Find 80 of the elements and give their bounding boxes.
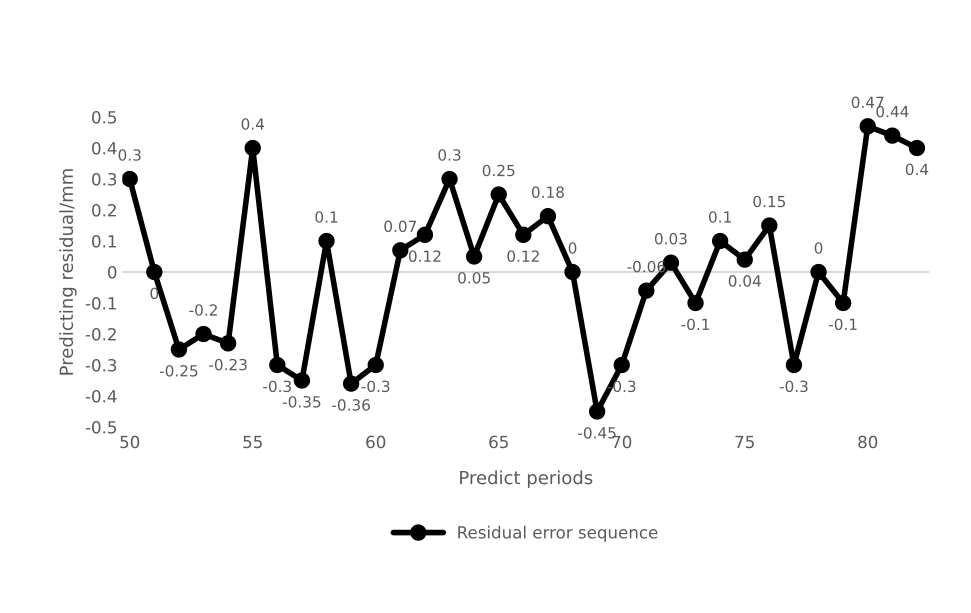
y-tick-label: 0.1 bbox=[92, 234, 116, 248]
point bbox=[515, 226, 532, 243]
x-tick-label: 80 bbox=[858, 436, 878, 448]
point bbox=[269, 356, 286, 374]
data-label: -0.25 bbox=[160, 365, 198, 377]
y-tick-label: 0.4 bbox=[92, 142, 117, 155]
point bbox=[195, 326, 212, 342]
point bbox=[614, 356, 630, 374]
point bbox=[368, 356, 384, 374]
data-label: 0.07 bbox=[384, 220, 416, 232]
x-tick-label: 50 bbox=[120, 436, 140, 448]
data-label: 0 bbox=[814, 242, 822, 254]
data-label: 0.18 bbox=[532, 186, 564, 198]
y-axis-title: Predicting residual/mm bbox=[59, 169, 77, 375]
data-label: 0.12 bbox=[408, 250, 440, 262]
x-axis-title: Predict periods bbox=[460, 470, 592, 488]
x-tick-label: 65 bbox=[489, 436, 508, 448]
y-tick-label: 0.3 bbox=[92, 172, 116, 186]
legend-label: Residual error sequence bbox=[458, 526, 658, 542]
data-label: 0.15 bbox=[753, 196, 786, 208]
x-tick-label: 75 bbox=[736, 436, 754, 448]
data-label: -0.2 bbox=[189, 304, 217, 316]
data-label: 0.4 bbox=[242, 118, 264, 130]
point bbox=[220, 335, 236, 352]
data-label: 0.05 bbox=[458, 272, 490, 284]
point bbox=[342, 375, 360, 392]
data-label: 0 bbox=[150, 288, 158, 300]
data-label: -0.1 bbox=[828, 318, 857, 330]
data-label: 0.1 bbox=[315, 211, 338, 223]
data-label: -0.23 bbox=[209, 358, 247, 370]
point bbox=[146, 264, 162, 280]
point bbox=[736, 251, 753, 268]
data-label: 0.12 bbox=[507, 250, 539, 262]
y-tick-label: -0.1 bbox=[86, 296, 116, 310]
y-tick-label: 0.5 bbox=[92, 110, 116, 124]
point bbox=[122, 170, 138, 188]
data-label: 0.04 bbox=[728, 275, 761, 287]
data-label: 0.3 bbox=[118, 149, 141, 161]
data-label: -0.3 bbox=[780, 380, 808, 392]
point bbox=[638, 282, 654, 299]
data-label: -0.36 bbox=[332, 399, 370, 411]
point bbox=[564, 264, 581, 280]
point bbox=[244, 140, 261, 156]
x-tick-label: 60 bbox=[366, 436, 386, 448]
y-tick-label: -0.4 bbox=[86, 390, 117, 403]
point bbox=[392, 242, 408, 258]
point bbox=[834, 294, 852, 312]
point bbox=[294, 372, 310, 389]
data-label: -0.3 bbox=[263, 380, 292, 392]
data-label: 0.03 bbox=[654, 232, 687, 244]
point bbox=[884, 127, 901, 144]
data-label: 0.4 bbox=[906, 164, 928, 176]
y-tick-label: 0.2 bbox=[92, 204, 116, 217]
data-label: -0.3 bbox=[362, 380, 390, 392]
data-label: 0 bbox=[568, 242, 576, 254]
point bbox=[786, 356, 802, 374]
point bbox=[318, 232, 335, 250]
data-label: 0.3 bbox=[438, 149, 460, 161]
point bbox=[761, 217, 778, 234]
point bbox=[170, 341, 188, 358]
data-label: 0.1 bbox=[709, 211, 731, 223]
data-label: -0.35 bbox=[282, 396, 320, 408]
y-tick-label: -0.3 bbox=[86, 358, 116, 372]
point bbox=[466, 248, 482, 265]
point bbox=[540, 208, 556, 224]
y-tick-label: -0.5 bbox=[86, 420, 116, 434]
data-label: -0.1 bbox=[681, 318, 710, 330]
x-tick-label: 55 bbox=[243, 436, 262, 448]
data-label: 0.25 bbox=[482, 164, 514, 176]
point bbox=[908, 140, 926, 156]
y-tick-label: 0 bbox=[108, 266, 116, 279]
point bbox=[860, 118, 876, 134]
point bbox=[712, 232, 728, 250]
point bbox=[588, 403, 606, 420]
point bbox=[490, 186, 507, 203]
point bbox=[441, 170, 458, 188]
point bbox=[810, 264, 827, 280]
y-tick-label: -0.2 bbox=[86, 328, 116, 341]
point bbox=[416, 226, 434, 243]
point bbox=[687, 294, 704, 312]
